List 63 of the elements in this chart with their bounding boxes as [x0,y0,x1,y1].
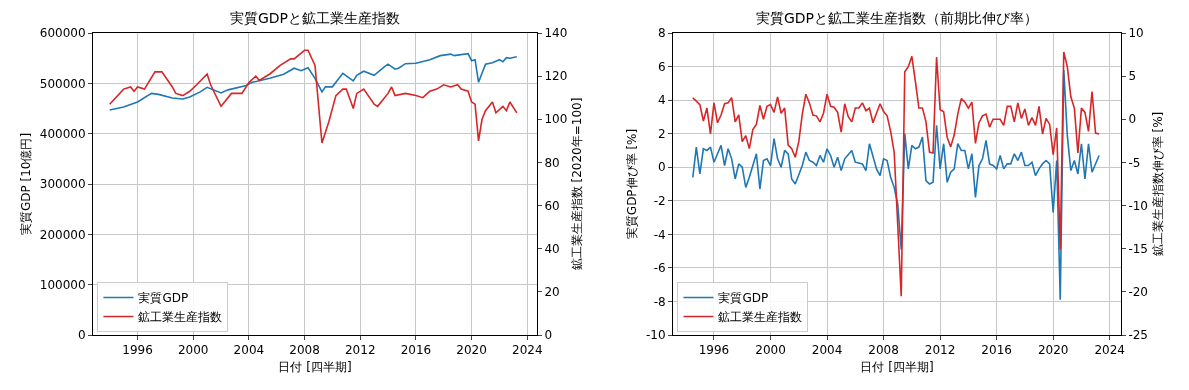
chart-title: 実質GDPと鉱工業生産指数（前期比伸び率） [755,10,1039,27]
y2-tick-label: -15 [1128,241,1149,256]
y-tick-label: -8 [653,294,666,309]
y2-tick-label: 40 [544,241,560,256]
y2-tick-label: -10 [1128,198,1149,213]
y2-tick-label: 5 [1128,69,1137,84]
y2-tick-label: -5 [1128,155,1141,170]
y2-tick-label: 0 [544,328,553,343]
x-tick-label: 2000 [177,343,209,358]
y2-axis-title: 鉱工業生産指数伸び率 [%] [1150,111,1165,257]
y-tick-label: 300000 [39,177,86,192]
y2-tick-label: 10 [1128,26,1144,41]
x-axis-title: 日付 [四半期] [860,360,934,375]
x-tick-label: 2024 [511,343,543,358]
y-tick-label: 100000 [39,277,86,292]
y2-tick-label: 80 [544,155,560,170]
y-tick-label: 8 [657,26,666,41]
y-tick-label: 6 [657,59,666,74]
y-tick-label: -4 [653,227,666,242]
y-axis-title: 実質GDP伸び率 [%] [625,128,640,240]
legend-label: 鉱工業生産指数 [718,310,803,325]
y-tick-label: 500000 [39,76,86,91]
chart-title: 実質GDPと鉱工業生産指数 [229,10,401,27]
y-tick-label: 4 [657,93,666,108]
y-tick-label: 400000 [39,126,86,141]
y-tick-label: -2 [653,193,666,208]
y2-tick-label: 120 [544,69,568,84]
y2-tick-label: 20 [544,285,560,300]
y2-tick-label: -25 [1128,328,1149,343]
y-axis-title: 実質GDP [10億円] [19,132,34,236]
x-tick-label: 2020 [456,343,487,358]
legend-label: 実質GDP [138,291,189,306]
line-series [108,49,518,144]
y2-tick-label: -20 [1128,285,1149,300]
y-tick-label: -10 [645,328,666,343]
x-tick-label: 2008 [289,343,320,358]
x-tick-label: 2004 [233,343,265,358]
legend-label: 鉱工業生産指数 [138,310,223,325]
x-tick-label: 2004 [811,343,843,358]
y2-tick-label: 0 [1128,112,1137,127]
x-tick-label: 1996 [122,343,153,358]
x-tick-label: 2000 [755,343,786,358]
y-tick-label: 600000 [39,26,86,41]
y-tick-label: 0 [657,160,666,175]
y2-axis-title: 鉱工業生産指数 [2020年=100] [570,97,585,271]
x-tick-label: 2008 [868,343,899,358]
y2-tick-label: 60 [544,198,560,213]
y2-tick-label: 100 [544,112,568,127]
y-tick-label: 200000 [39,227,86,242]
x-tick-label: 2012 [924,343,956,358]
x-tick-label: 2012 [344,343,376,358]
x-tick-label: 1996 [698,343,730,358]
legend-label: 実質GDP [718,291,769,306]
y-tick-label: -6 [653,261,666,276]
y-tick-label: 2 [657,126,666,141]
x-tick-label: 2024 [1094,343,1125,358]
x-axis-title: 日付 [四半期] [278,360,352,375]
line-series [108,52,518,111]
y-tick-label: 0 [77,328,86,343]
x-tick-label: 2016 [400,343,432,358]
x-tick-label: 2020 [1037,343,1069,358]
y2-tick-label: 140 [544,26,568,41]
x-tick-label: 2016 [981,343,1012,358]
